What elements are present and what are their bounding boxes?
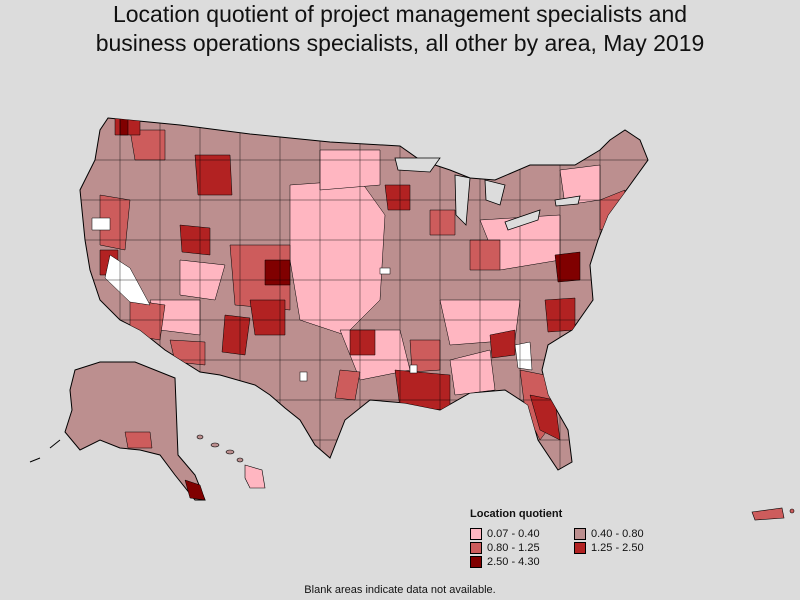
legend-label-2: 0.80 - 1.25 bbox=[487, 542, 540, 554]
legend-swatch-2 bbox=[470, 542, 482, 554]
legend-item-4: 2.50 - 4.30 bbox=[470, 556, 574, 568]
map-title: Location quotient of project management … bbox=[0, 0, 800, 58]
legend-swatch-1 bbox=[574, 528, 586, 540]
alaska bbox=[29, 361, 206, 501]
title-line-2: business operations specialists, all oth… bbox=[95, 30, 705, 56]
legend-label-4: 2.50 - 4.30 bbox=[487, 556, 540, 568]
legend-item-3: 1.25 - 2.50 bbox=[574, 542, 684, 554]
legend: Location quotient 0.07 - 0.40 0.40 - 0.8… bbox=[470, 508, 710, 568]
hawaii bbox=[196, 434, 266, 489]
puerto-rico bbox=[751, 507, 795, 521]
legend-label-0: 0.07 - 0.40 bbox=[487, 528, 540, 540]
legend-item-1: 0.40 - 0.80 bbox=[574, 528, 684, 540]
legend-swatch-0 bbox=[470, 528, 482, 540]
legend-label-3: 1.25 - 2.50 bbox=[591, 542, 644, 554]
legend-swatch-4 bbox=[470, 556, 482, 568]
legend-swatch-3 bbox=[574, 542, 586, 554]
legend-title: Location quotient bbox=[470, 508, 563, 520]
legend-grid: 0.07 - 0.40 0.40 - 0.80 0.80 - 1.25 1.25… bbox=[470, 528, 710, 568]
lower-48-states bbox=[79, 117, 649, 471]
legend-label-1: 0.40 - 0.80 bbox=[591, 528, 644, 540]
footnote: Blank areas indicate data not available. bbox=[304, 584, 496, 596]
legend-item-0: 0.07 - 0.40 bbox=[470, 528, 574, 540]
legend-item-2: 0.80 - 1.25 bbox=[470, 542, 574, 554]
title-line-1: Location quotient of project management … bbox=[112, 1, 688, 27]
